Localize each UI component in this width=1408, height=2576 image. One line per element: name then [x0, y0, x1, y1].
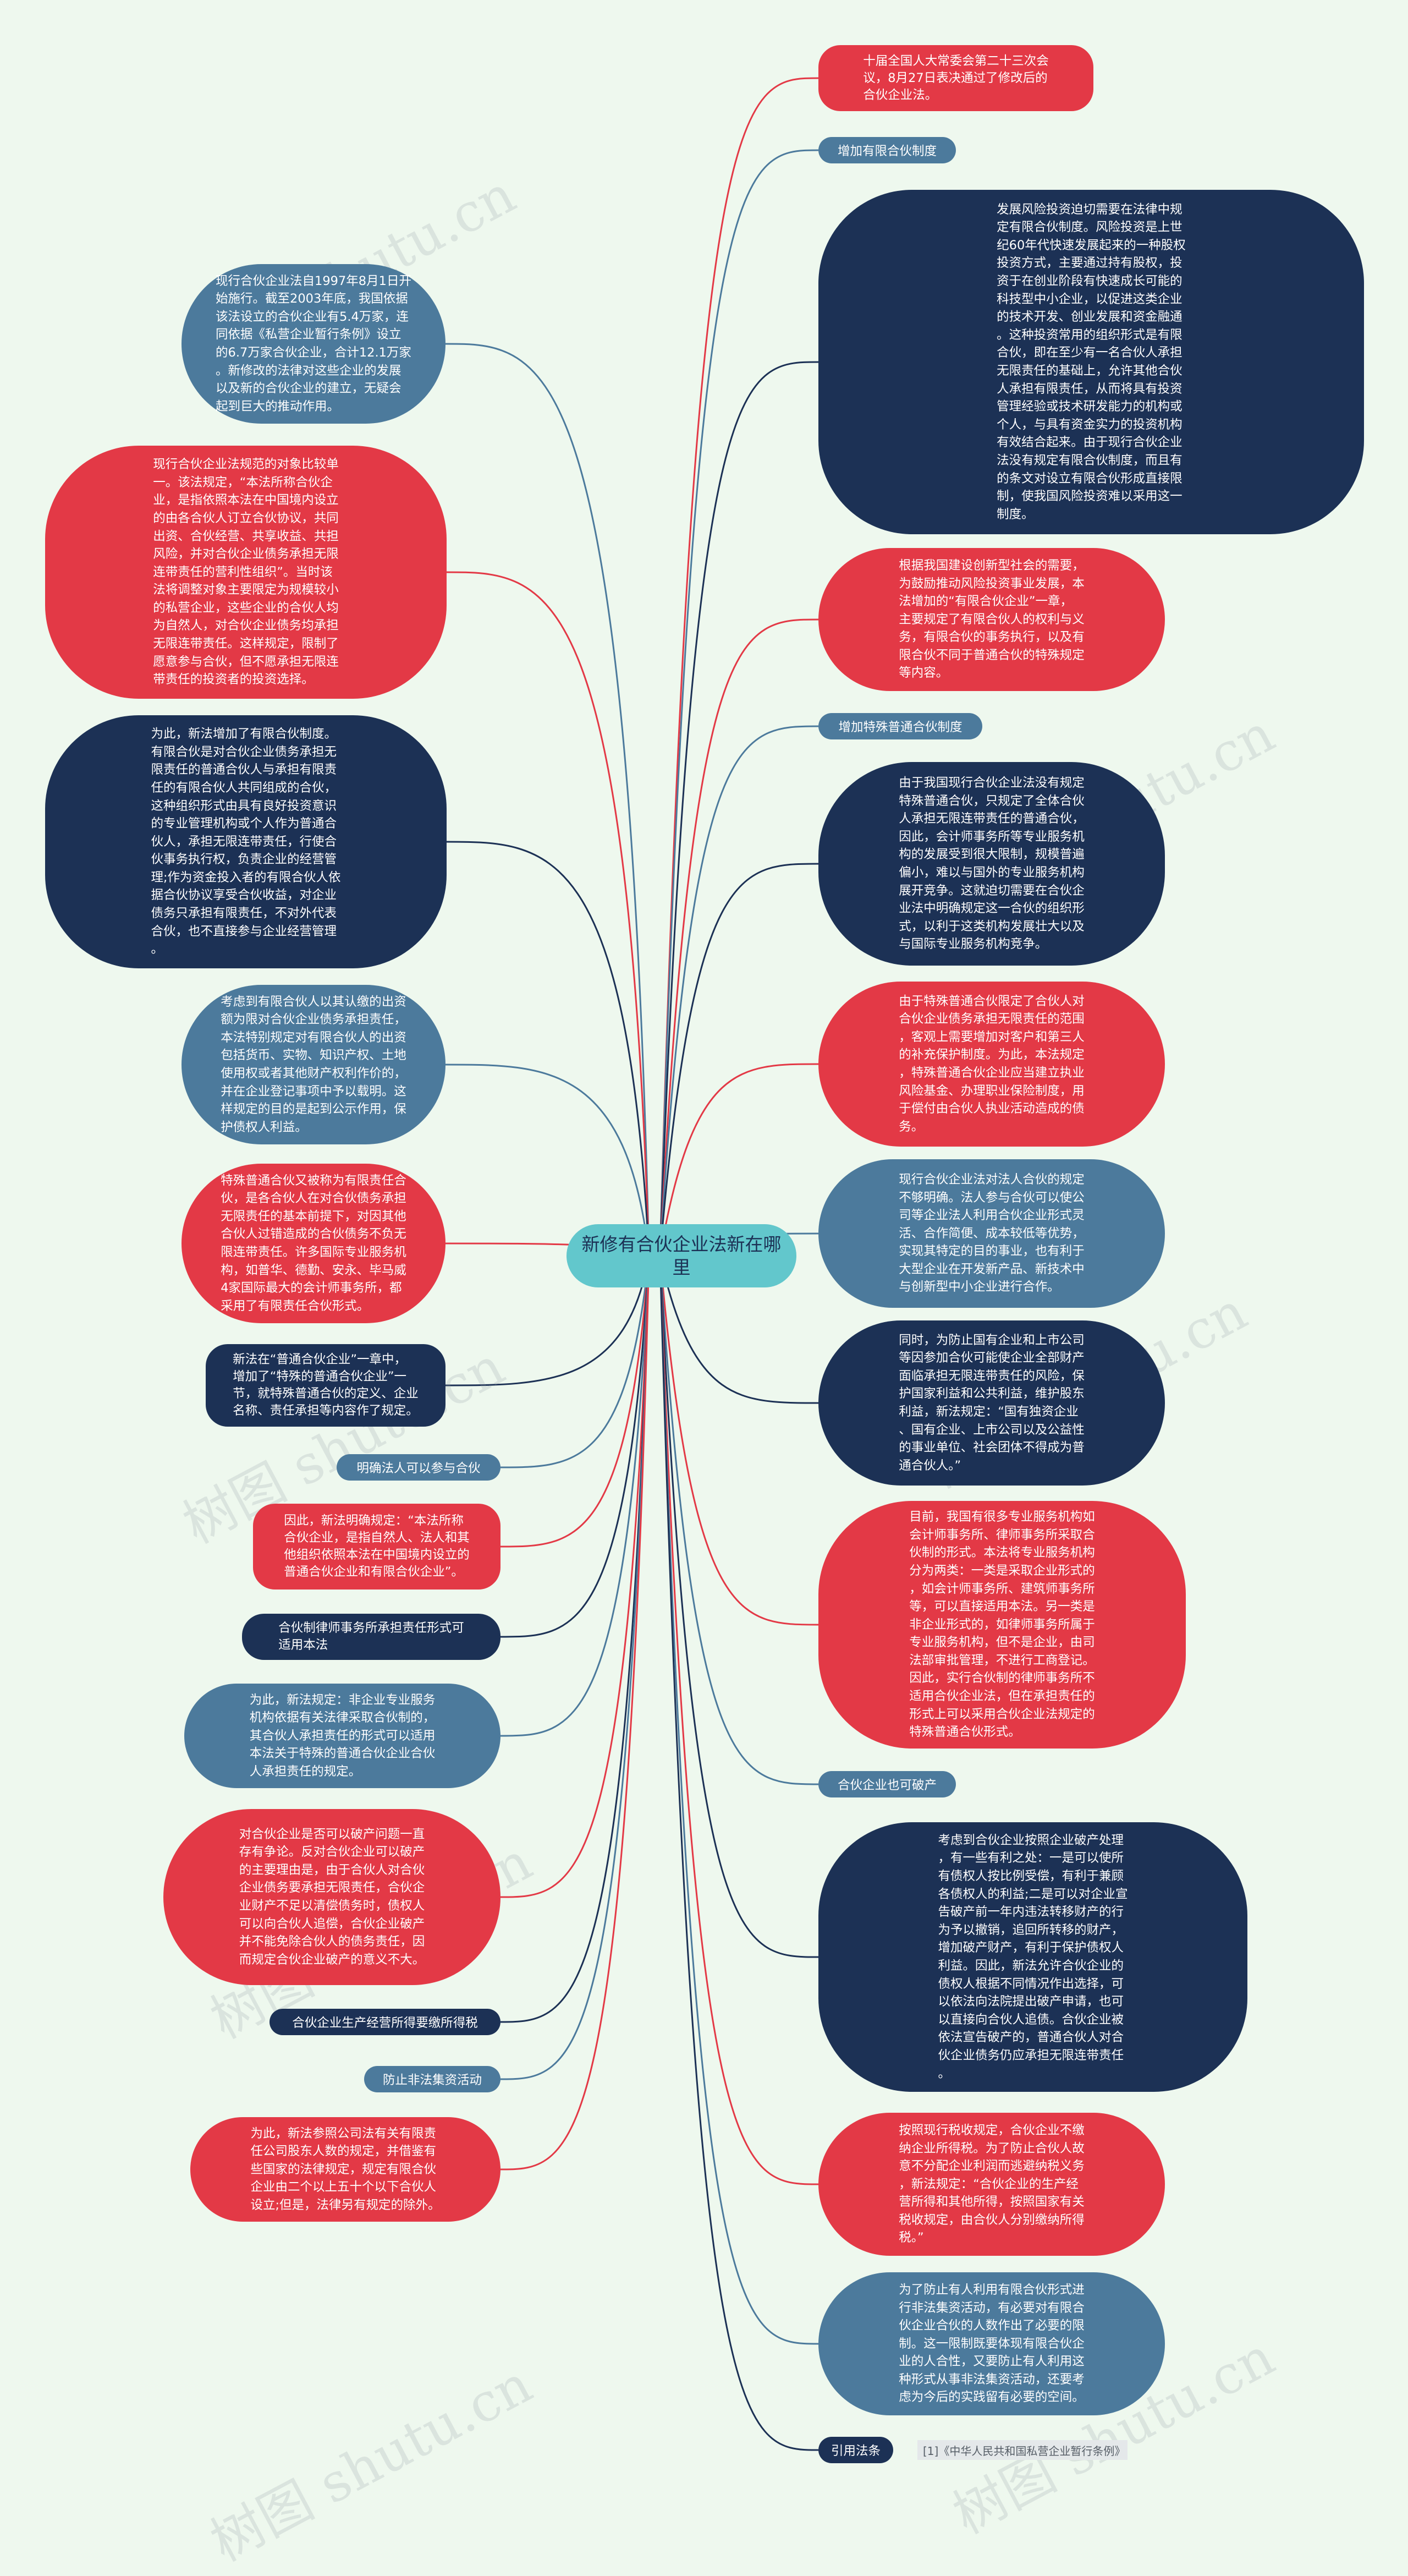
topic-node-r3[interactable]: 发展风险投资迫切需要在法律中规 定有限合伙制度。风险投资是上世 纪60年代快速发…	[818, 190, 1364, 534]
connector-line	[659, 1255, 819, 2345]
connector-line	[659, 1063, 819, 1256]
connector-line	[659, 1255, 819, 2451]
topic-node-l11[interactable]: 对合伙企业是否可以破产问题一直 存有争论。反对合伙企业可以破产 的主要理由是，由…	[163, 1809, 501, 1985]
topic-node-l6[interactable]: 新法在“普通合伙企业”一章中， 增加了“特殊的普通合伙企业”一 节，就特殊普通合…	[206, 1344, 446, 1427]
topic-node-l3[interactable]: 为此，新法增加了有限合伙制度。 有限合伙是对合伙企业债务承担无 限责任的普通合伙…	[45, 715, 447, 968]
connector-line	[659, 725, 819, 1256]
topic-node-l4[interactable]: 考虑到有限合伙人以其认缴的出资 额为限对合伙企业债务承担责任， 本法特别规定对有…	[182, 985, 446, 1144]
topic-node-r4[interactable]: 根据我国建设创新型社会的需要， 为鼓励推动风险投资事业发展，本 法增加的“有限合…	[818, 548, 1165, 691]
connector-line	[446, 571, 650, 1256]
connector-line	[500, 1255, 650, 1638]
topic-node-l8[interactable]: 因此，新法明确规定：“本法所称 合伙企业，是指自然人、法人和其 他组织依照本法在…	[253, 1504, 501, 1590]
center-topic[interactable]: 新修有合伙企业法新在哪 里	[566, 1224, 796, 1287]
topic-node-l9[interactable]: 合伙制律师事务所承担责任形式可 适用本法	[242, 1614, 501, 1660]
topic-node-r13[interactable]: 按照现行税收规定，合伙企业不缴 纳企业所得税。为了防止合伙人故 意不分配企业利润…	[818, 2113, 1165, 2256]
topic-node-r7[interactable]: 由于特殊普通合伙限定了合伙人对 合伙企业债务承担无限责任的范围 ，客观上需要增加…	[818, 982, 1165, 1147]
connector-line	[659, 77, 819, 1256]
connector-line	[500, 1255, 650, 1548]
tag-add-limited-partnership[interactable]: 增加有限合伙制度	[818, 137, 956, 163]
topic-node-l10[interactable]: 为此，新法规定：非企业专业服务 机构依据有关法律采取合伙制的， 其合伙人承担责任…	[184, 1684, 501, 1788]
topic-node-l5[interactable]: 特殊普通合伙又被称为有限责任合 伙，是各合伙人在对合伙债务承担 无限责任的基本前…	[182, 1164, 446, 1323]
connector-line	[500, 1255, 650, 2023]
connector-line	[445, 1064, 650, 1256]
connector-line	[659, 1255, 819, 1404]
topic-node-r10[interactable]: 目前，我国有很多专业服务机构如 会计师事务所、律师事务所采取合 伙制的形式。本法…	[818, 1501, 1186, 1749]
connector-line	[659, 1255, 819, 1626]
topic-node-r8[interactable]: 现行合伙企业法对法人合伙的规定 不够明确。法人参与合伙可以使公 司等企业法人利用…	[818, 1159, 1165, 1308]
connector-line	[659, 1255, 819, 2185]
connector-line	[500, 1255, 650, 2080]
connector-line	[445, 343, 650, 1256]
connector-line	[659, 149, 819, 1256]
connector-line	[659, 863, 819, 1256]
topic-node-r9[interactable]: 同时，为防止国有企业和上市公司 等因参加合伙可能使企业全部财产 面临承担无限连带…	[818, 1320, 1165, 1486]
connector-line	[445, 1255, 650, 1386]
connector-lines	[445, 77, 819, 2451]
topic-node-l1[interactable]: 现行合伙企业法自1997年8月1日开 始施行。截至2003年底，我国依据 该法设…	[182, 264, 446, 424]
connector-line	[500, 1255, 650, 2171]
tag-prevent-illegal-fundraising[interactable]: 防止非法集资活动	[364, 2066, 501, 2092]
connector-line	[500, 1255, 650, 1737]
topic-node-r12[interactable]: 考虑到合伙企业按照企业破产处理 ，有一些有利之处：一是可以使所 有债权人按比例受…	[818, 1822, 1247, 2092]
topic-node-l2[interactable]: 现行合伙企业法规范的对象比较单 一。该法规定，“本法所称合伙企 业，是指依照本法…	[45, 446, 447, 699]
connector-line	[659, 361, 819, 1256]
topic-node-r6[interactable]: 由于我国现行合伙企业法没有规定 特殊普通合伙，只规定了全体合伙 人承担无限连带责…	[818, 762, 1165, 966]
connector-line	[500, 1255, 650, 1898]
tag-partnership-bankruptcy[interactable]: 合伙企业也可破产	[818, 1771, 956, 1797]
connector-line	[659, 618, 819, 1256]
connector-line	[659, 1255, 819, 1785]
tag-add-special-partnership[interactable]: 增加特殊普通合伙制度	[818, 713, 982, 739]
connector-line	[500, 1255, 650, 1468]
tag-income-tax[interactable]: 合伙企业生产经营所得要缴所得税	[270, 2009, 501, 2035]
connector-line	[446, 841, 650, 1256]
topic-node-r14[interactable]: 为了防止有人利用有限合伙形式进 行非法集资活动，有必要对有限合 伙企业合伙的人数…	[818, 2272, 1165, 2415]
connector-line	[659, 1255, 819, 1958]
topic-node-r1[interactable]: 十届全国人大常委会第二十三次会 议，8月27日表决通过了修改后的 合伙企业法。	[818, 45, 1093, 111]
tag-cited-laws[interactable]: 引用法条	[818, 2437, 893, 2463]
reference-item[interactable]: [1]《中华人民共和国私营企业暂行条例》	[917, 2440, 1128, 2460]
topic-node-l14[interactable]: 为此，新法参照公司法有关有限责 任公司股东人数的规定，并借鉴有 些国家的法律规定…	[190, 2117, 501, 2222]
tag-legal-person-partnership[interactable]: 明确法人可以参与合伙	[337, 1454, 501, 1481]
